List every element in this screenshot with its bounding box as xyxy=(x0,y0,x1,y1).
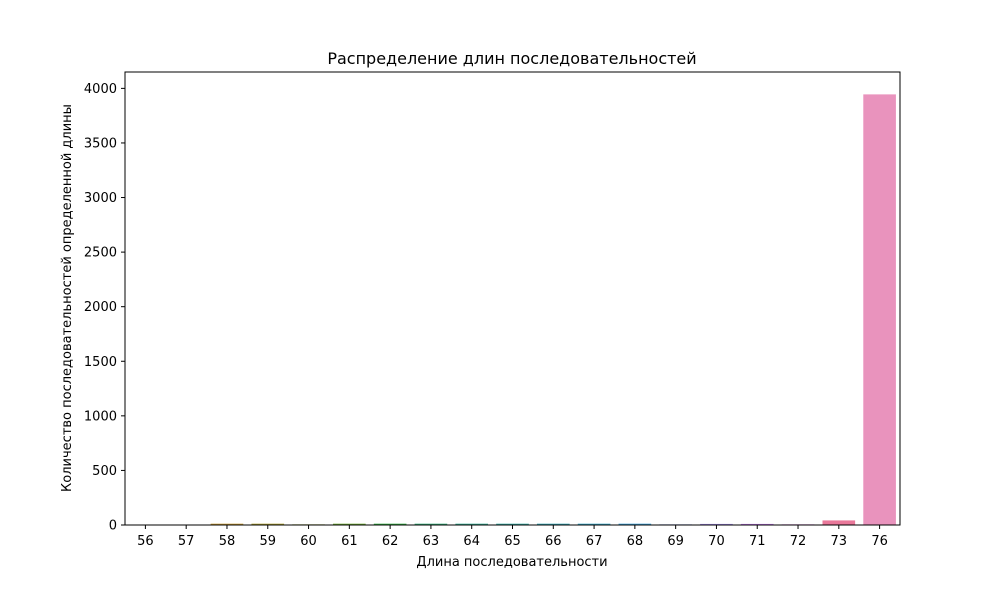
y-tick-label-2500: 2500 xyxy=(84,246,117,261)
x-tick-label-56: 56 xyxy=(137,534,154,549)
bar-71 xyxy=(740,523,774,525)
x-tick-label-63: 63 xyxy=(423,534,440,549)
bar-70 xyxy=(700,523,733,525)
x-tick-label-58: 58 xyxy=(219,534,236,549)
y-axis-label: Количество последовательностей определен… xyxy=(60,104,75,492)
x-tick-label-61: 61 xyxy=(341,534,358,549)
y-tick-label-0: 0 xyxy=(109,519,117,534)
bar-66 xyxy=(536,523,570,525)
x-tick-label-68: 68 xyxy=(627,534,644,549)
bars-layer xyxy=(129,94,896,525)
bar-68 xyxy=(618,523,652,525)
x-tick-label-66: 66 xyxy=(545,534,562,549)
bar-59 xyxy=(251,523,285,525)
x-tick-label-67: 67 xyxy=(586,534,603,549)
bar-61 xyxy=(333,523,366,525)
y-tick-label-1000: 1000 xyxy=(84,409,117,424)
y-tick-label-4000: 4000 xyxy=(84,82,117,97)
bar-64 xyxy=(455,523,489,525)
y-tick-label-3000: 3000 xyxy=(84,191,117,206)
x-tick-label-72: 72 xyxy=(790,534,807,549)
bar-73 xyxy=(822,520,856,525)
bar-63 xyxy=(414,523,448,525)
y-tick-label-1500: 1500 xyxy=(84,355,117,370)
bar-67 xyxy=(577,523,611,525)
x-tick-label-76: 76 xyxy=(871,534,888,549)
x-tick-label-57: 57 xyxy=(178,534,195,549)
x-tick-label-69: 69 xyxy=(667,534,684,549)
x-tick-label-71: 71 xyxy=(749,534,766,549)
x-tick-label-64: 64 xyxy=(463,534,480,549)
axes-layer: 56 57 58 59 60 61 62 63 64 65 66 67 68 69 70 71 72 73 76 0 5… xyxy=(84,71,901,549)
plot-frame xyxy=(124,71,901,526)
y-tick-label-2000: 2000 xyxy=(84,300,117,315)
x-tick-label-59: 59 xyxy=(259,534,276,549)
y-tick-label-500: 500 xyxy=(92,464,117,479)
bar-76 xyxy=(863,94,896,525)
x-tick-label-73: 73 xyxy=(831,534,848,549)
bar-65 xyxy=(496,523,529,525)
x-tick-label-70: 70 xyxy=(708,534,725,549)
y-tick-label-3500: 3500 xyxy=(84,136,117,151)
x-tick-label-65: 65 xyxy=(504,534,521,549)
bar-58 xyxy=(210,523,244,525)
x-tick-label-62: 62 xyxy=(382,534,399,549)
bar-62 xyxy=(373,523,407,525)
x-tick-label-60: 60 xyxy=(300,534,317,549)
chart-title: Распределение длин последовательностей xyxy=(327,49,696,68)
x-axis-label: Длина последовательности xyxy=(416,555,607,570)
